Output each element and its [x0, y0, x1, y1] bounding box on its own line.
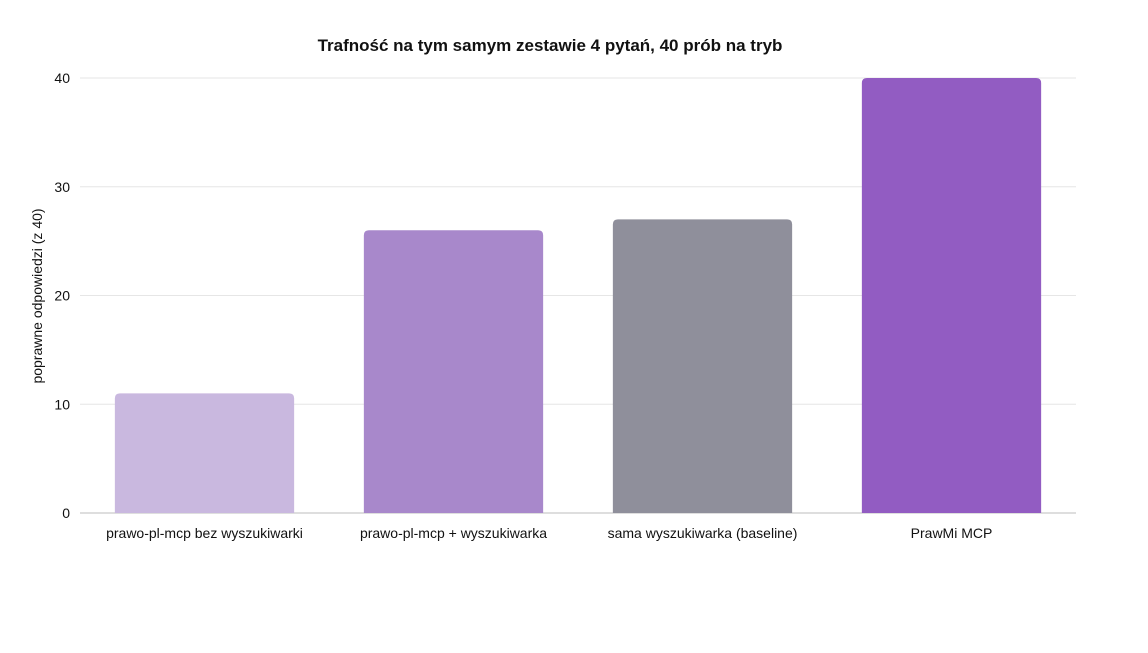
bar [363, 230, 544, 513]
y-tick-label: 20 [54, 288, 70, 304]
bar [612, 219, 793, 513]
y-tick-label: 10 [54, 396, 70, 412]
y-tick-label: 0 [62, 505, 70, 521]
x-tick-label: prawo-pl-mcp + wyszukiwarka [360, 525, 547, 541]
x-tick-label: PrawMi MCP [911, 525, 993, 541]
bar [114, 393, 295, 513]
y-axis-label: poprawne odpowiedzi (z 40) [29, 208, 45, 383]
bars [114, 78, 1042, 513]
x-tick-label: prawo-pl-mcp bez wyszukiwarki [106, 525, 303, 541]
y-tick-label: 40 [54, 70, 70, 86]
y-tick-labels: 0 10 20 30 40 [54, 70, 70, 521]
x-tick-labels: prawo-pl-mcp bez wyszukiwarki prawo-pl-mc… [106, 525, 992, 541]
bar [861, 78, 1042, 513]
chart-title: Trafność na tym samym zestawie 4 pytań, … [318, 36, 783, 55]
x-tick-label: sama wyszukiwarka (baseline) [608, 525, 798, 541]
y-tick-label: 30 [54, 179, 70, 195]
